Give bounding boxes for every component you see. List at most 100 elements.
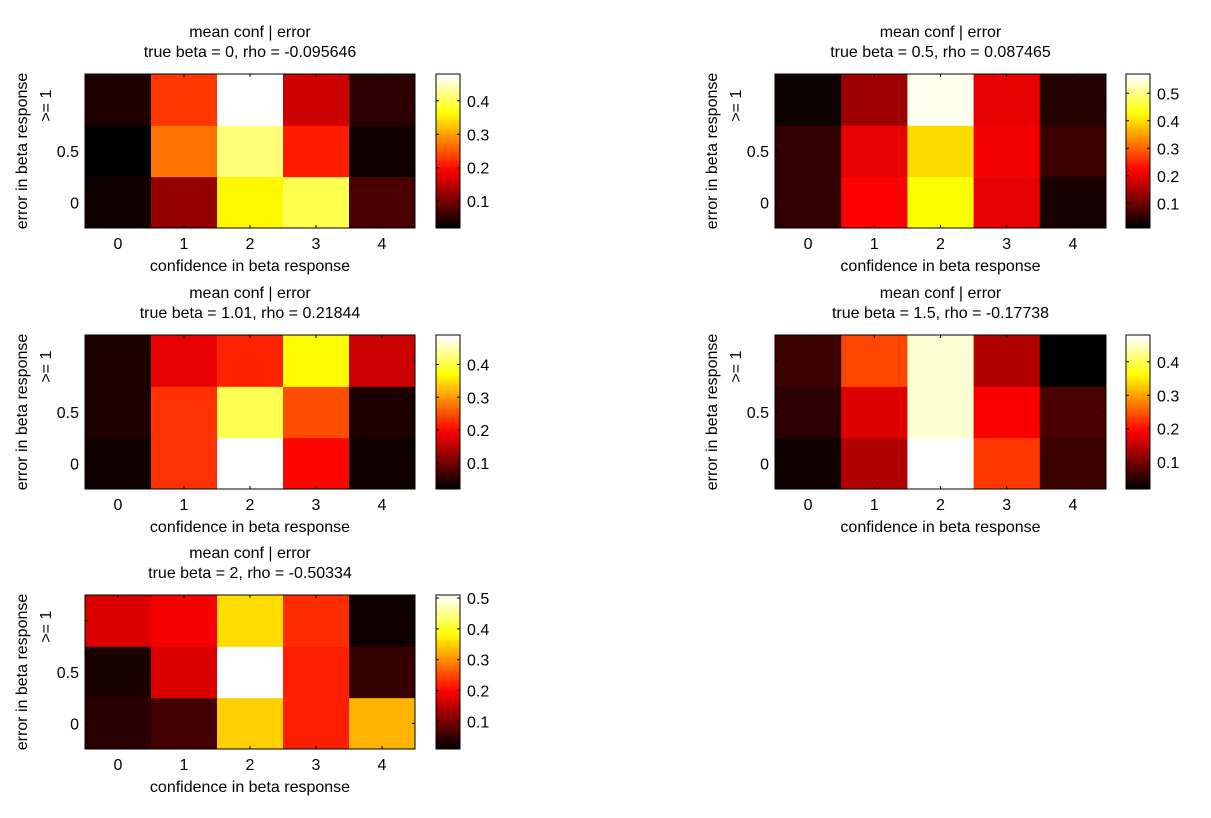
colorbar-segment [436,460,460,463]
colorbar-segment [436,223,460,226]
colorbar-tick-label: 0.2 [467,683,489,700]
colorbar-segment [1126,191,1150,195]
colorbar-segment [436,351,460,355]
colorbar-segment [1126,368,1150,372]
x-tick-label: 4 [1068,497,1077,514]
colorbar-segment [436,344,460,348]
colorbar-tick-label: 0.3 [1157,141,1179,158]
colorbar-segment [436,131,460,135]
colorbar-segment [1126,110,1150,113]
colorbar-segment [1126,383,1150,386]
heatmap-cell [349,437,416,490]
colorbar-segment [436,397,460,401]
colorbar-segment [436,652,460,656]
colorbar-segment [1126,170,1150,174]
colorbar-tick-label: 0.1 [467,194,489,211]
heatmap-cell [217,437,284,490]
colorbar-segment [436,412,460,415]
colorbar-segment [436,201,460,205]
colorbar-segment [436,402,460,406]
colorbar-segment [436,380,460,384]
colorbar-segment [436,628,460,632]
heatmap-cell [151,697,218,750]
colorbar-segment [436,662,460,666]
colorbar-segment [1126,93,1150,97]
heatmap-cell [907,176,975,229]
colorbar-segment [436,129,460,133]
colorbar-segment [436,153,460,157]
colorbar-segment [436,349,460,353]
colorbar-segment [436,664,460,668]
colorbar-segment [436,124,460,128]
colorbar-segment [436,724,460,728]
colorbar-segment [436,359,460,362]
x-tick-label: 0 [804,497,813,514]
heatmap-cell [85,74,152,126]
colorbar-segment [436,431,460,435]
colorbar-segment [436,213,460,217]
colorbar-segment [436,148,460,152]
colorbar-segment [1126,387,1150,391]
x-tick-label: 0 [114,757,123,774]
colorbar-segment [1126,122,1150,125]
colorbar-tick-label: 0.2 [1157,169,1179,186]
colorbar-segment [1126,486,1150,490]
colorbar-segment [436,199,460,202]
colorbar-segment [436,462,460,466]
colorbar-tick-label: 0.5 [467,591,489,608]
colorbar-tick-label: 0.4 [1157,114,1179,131]
colorbar-segment [436,657,460,661]
heatmap-cell [151,646,218,699]
colorbar-segment [436,640,460,644]
heatmap-cell [85,646,152,699]
chart-title: mean conf | error [189,285,311,302]
colorbar-segment [436,225,460,229]
colorbar-segment [1126,407,1150,410]
colorbar-segment [436,421,460,425]
x-tick-label: 1 [870,236,879,253]
colorbar-segment [1126,86,1150,89]
x-tick-label: 2 [246,236,255,253]
colorbar-segment [436,455,460,459]
colorbar-segment [1126,481,1150,485]
colorbar-segment [436,88,460,92]
colorbar-segment [436,414,460,418]
chart-title: mean conf | error [880,24,1002,41]
colorbar-segment [436,486,460,490]
heatmap-panel-3: 0 1 2 3 4 0 0.5 >= 1 mean conf | error true beta … [14,285,489,536]
colorbar-segment [1126,179,1150,183]
colorbar-segment [436,679,460,683]
colorbar-segment [1126,148,1150,152]
colorbar-segment [1126,218,1150,222]
colorbar-segment [1126,100,1150,104]
colorbar-segment [436,667,460,670]
heatmap-cell [151,125,218,178]
colorbar-segment [436,215,460,219]
colorbar-segment [1126,76,1150,80]
x-tick-label: 1 [180,757,189,774]
heatmap-cell [1039,437,1107,490]
colorbar-segment [436,424,460,427]
colorbar-segment [1126,175,1150,178]
colorbar-segment [436,727,460,731]
colorbar: 0.1 0.2 0.3 0.4 [435,73,489,229]
colorbar-segment [1126,467,1150,471]
heatmap-cell [349,335,416,387]
colorbar-frame [1125,334,1151,490]
heatmap-cell [841,176,908,229]
colorbar-segment [1126,119,1150,123]
colorbar-segment [436,472,460,475]
heatmap-cell [1039,386,1107,439]
heatmap-cell [283,125,350,178]
colorbar-segment [436,722,460,726]
colorbar-segment [1126,366,1150,370]
colorbar-segment [1126,155,1150,159]
colorbar-segment [1126,378,1150,382]
colorbar-segment [436,356,460,360]
heatmap-cell [973,74,1041,126]
colorbar-segment [1126,201,1150,205]
y-tick-label: >= 1 [38,611,55,643]
colorbar-segment [436,616,460,620]
colorbar-segment [1126,102,1150,106]
